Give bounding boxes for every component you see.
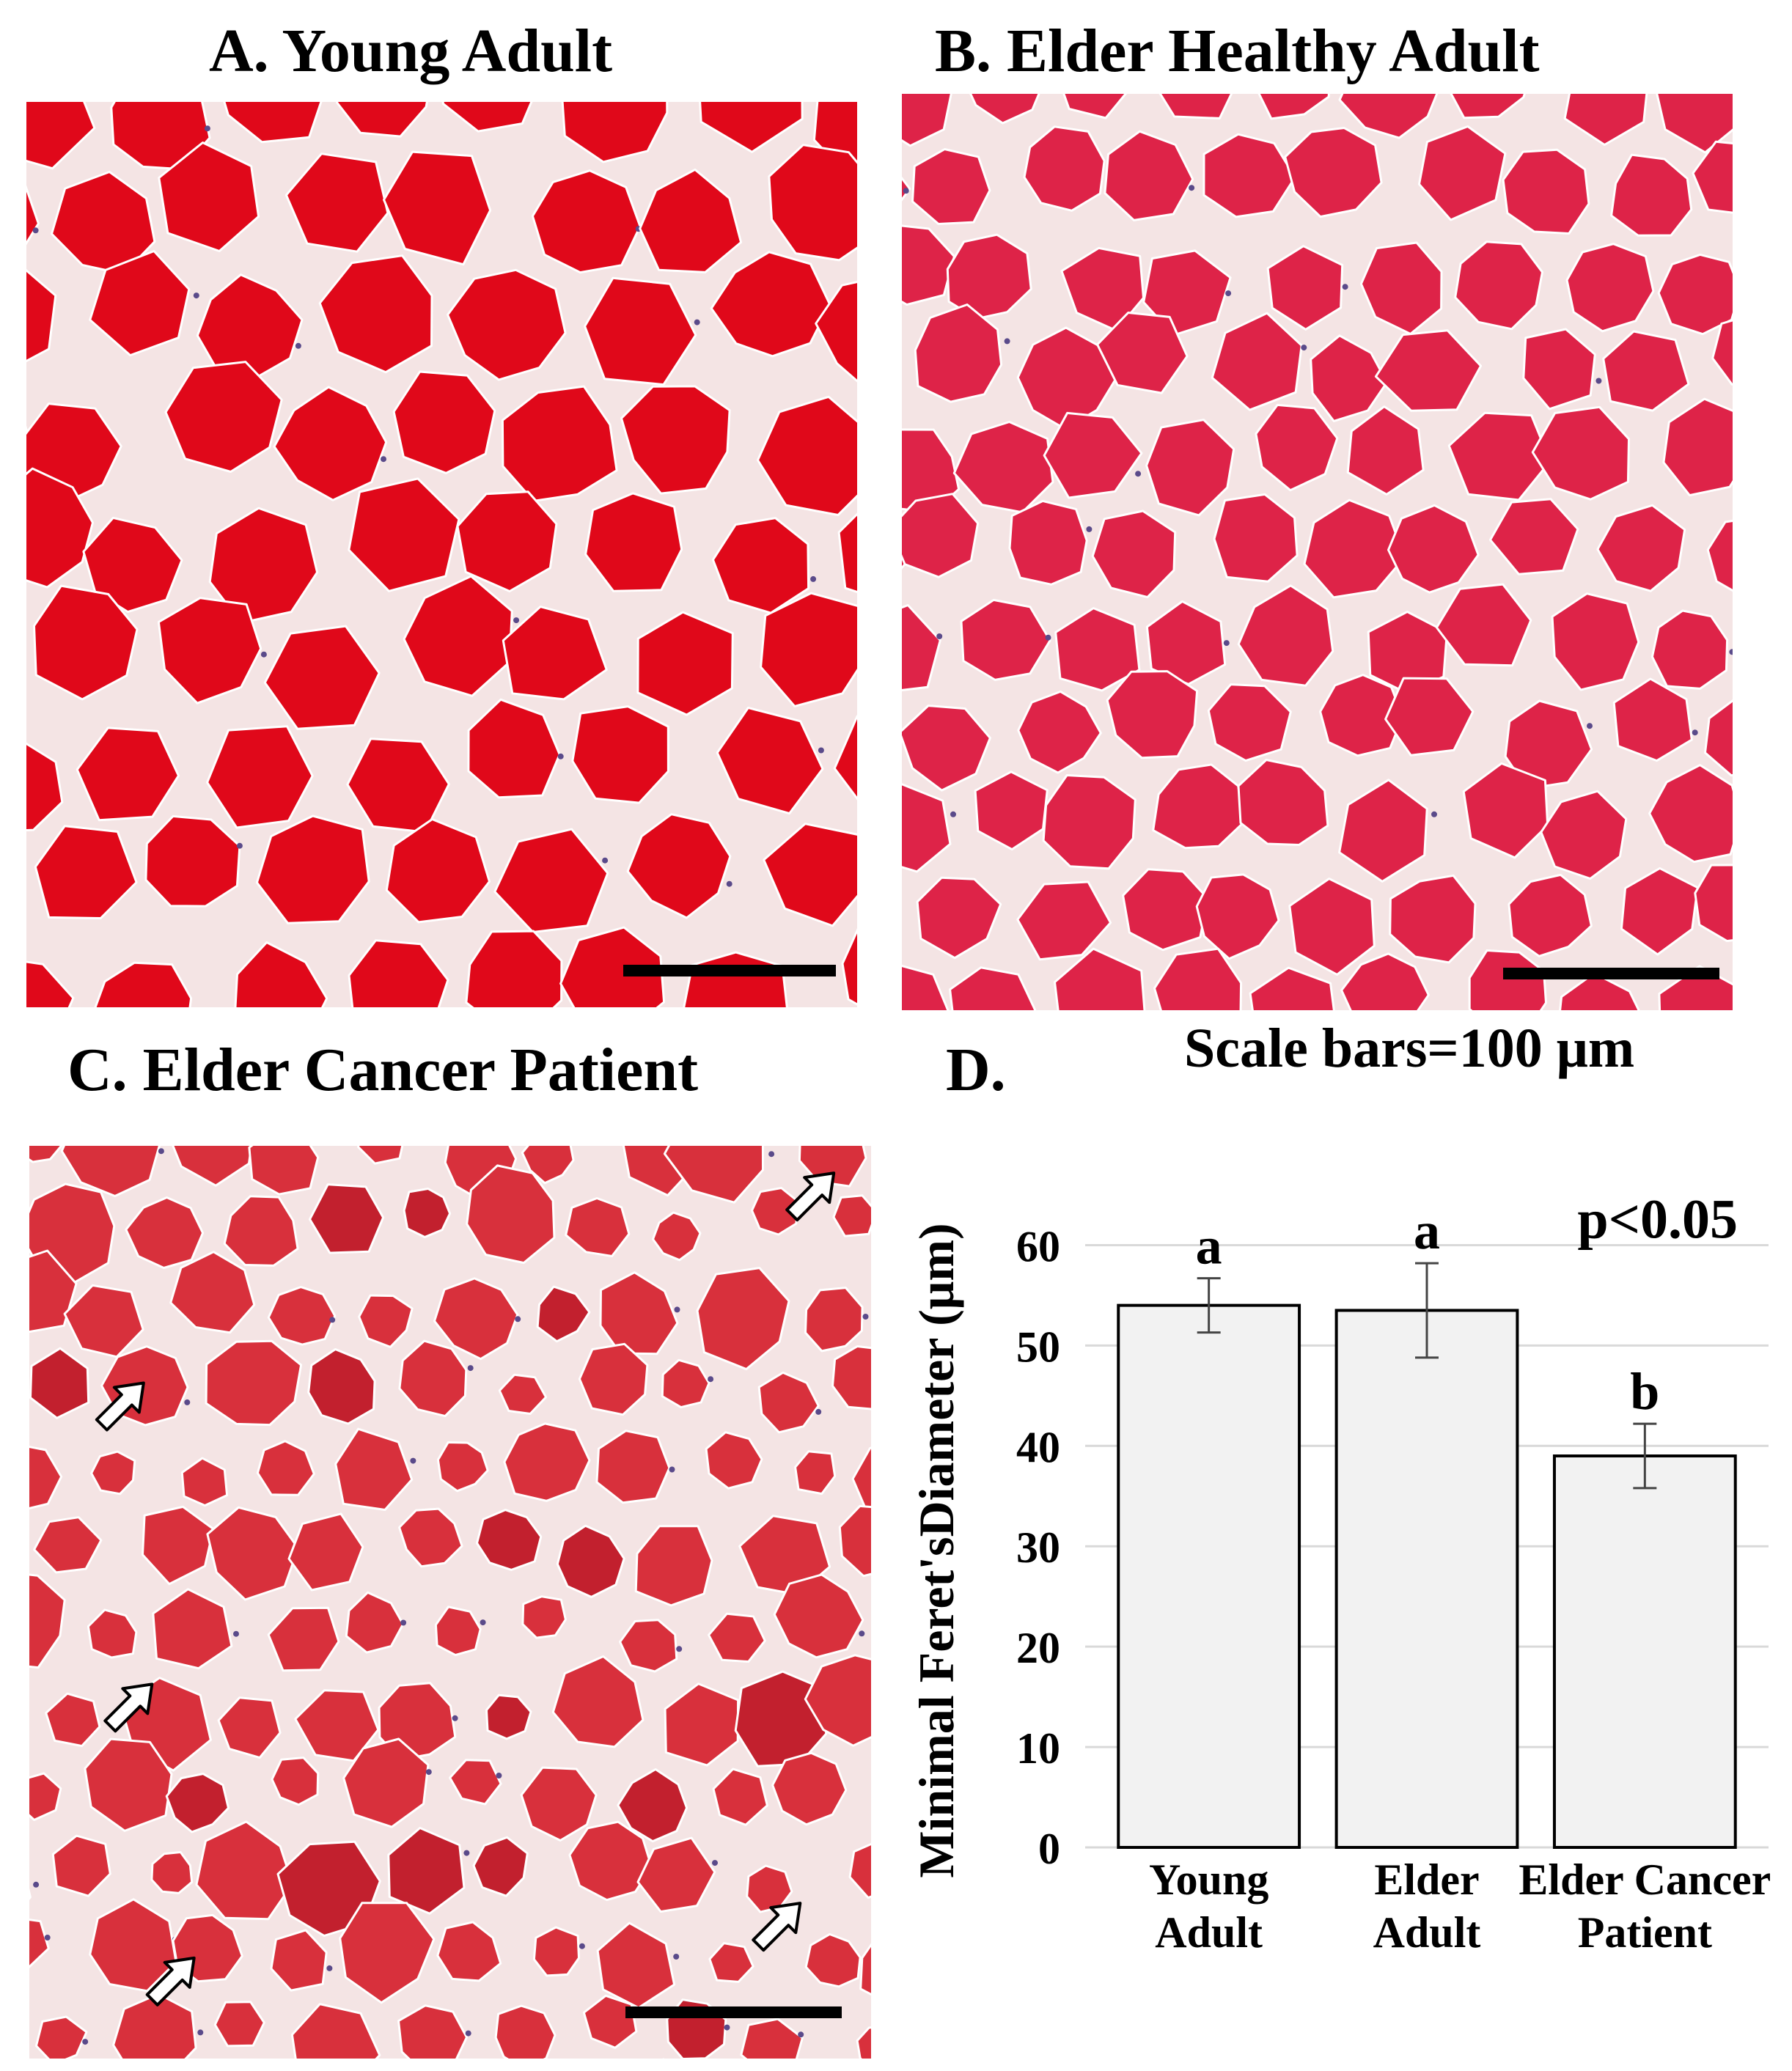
y-tick-label: 40: [1016, 1423, 1060, 1471]
x-tick-label: Elder Cancer: [1519, 1855, 1771, 1904]
scale-bar-b: [1503, 968, 1719, 979]
x-tick-label: Patient: [1578, 1908, 1712, 1957]
y-tick-label: 0: [1038, 1825, 1060, 1873]
p-value-annotation: p<0.05: [1577, 1188, 1738, 1250]
bar: [1117, 1303, 1301, 1850]
bar: [1334, 1309, 1519, 1849]
micrograph-elder-cancer-patient: [29, 1146, 871, 2059]
scale-bar-a: [623, 965, 836, 976]
panel-d-title: D.: [946, 1036, 1006, 1104]
feret-diameter-bar-chart: 0 10 20 30 40 50 60 Minimal Feret'sDiameter (μm…: [909, 1188, 1771, 1957]
x-tick-label: Adult: [1373, 1908, 1481, 1957]
y-tick-label: 30: [1016, 1523, 1060, 1572]
scale-bar-note: Scale bars=100 μm: [1184, 1018, 1635, 1079]
significance-letter: b: [1630, 1362, 1659, 1421]
micrograph-elder-healthy-adult: [902, 94, 1733, 1010]
x-tick-label: Adult: [1155, 1908, 1263, 1957]
significance-letter: a: [1414, 1202, 1440, 1260]
y-axis-label: Minimal Feret'sDiameter (μm): [909, 1223, 964, 1877]
panel-a-title: A. Young Adult: [209, 17, 613, 85]
y-tick-label: 60: [1016, 1222, 1060, 1270]
x-tick-label: Elder: [1374, 1855, 1479, 1904]
scale-bar-c: [625, 2006, 842, 2018]
y-tick-label: 20: [1016, 1624, 1060, 1672]
panel-b-title: B. Elder Healthy Adult: [935, 17, 1540, 85]
significance-letter: a: [1196, 1217, 1222, 1276]
micrograph-young-adult: [26, 102, 857, 1007]
bar: [1552, 1454, 1737, 1849]
panel-c-title: C. Elder Cancer Patient: [67, 1036, 699, 1104]
x-tick-label: Young: [1149, 1855, 1268, 1904]
y-tick-label: 50: [1016, 1323, 1060, 1371]
y-tick-label: 10: [1016, 1724, 1060, 1773]
